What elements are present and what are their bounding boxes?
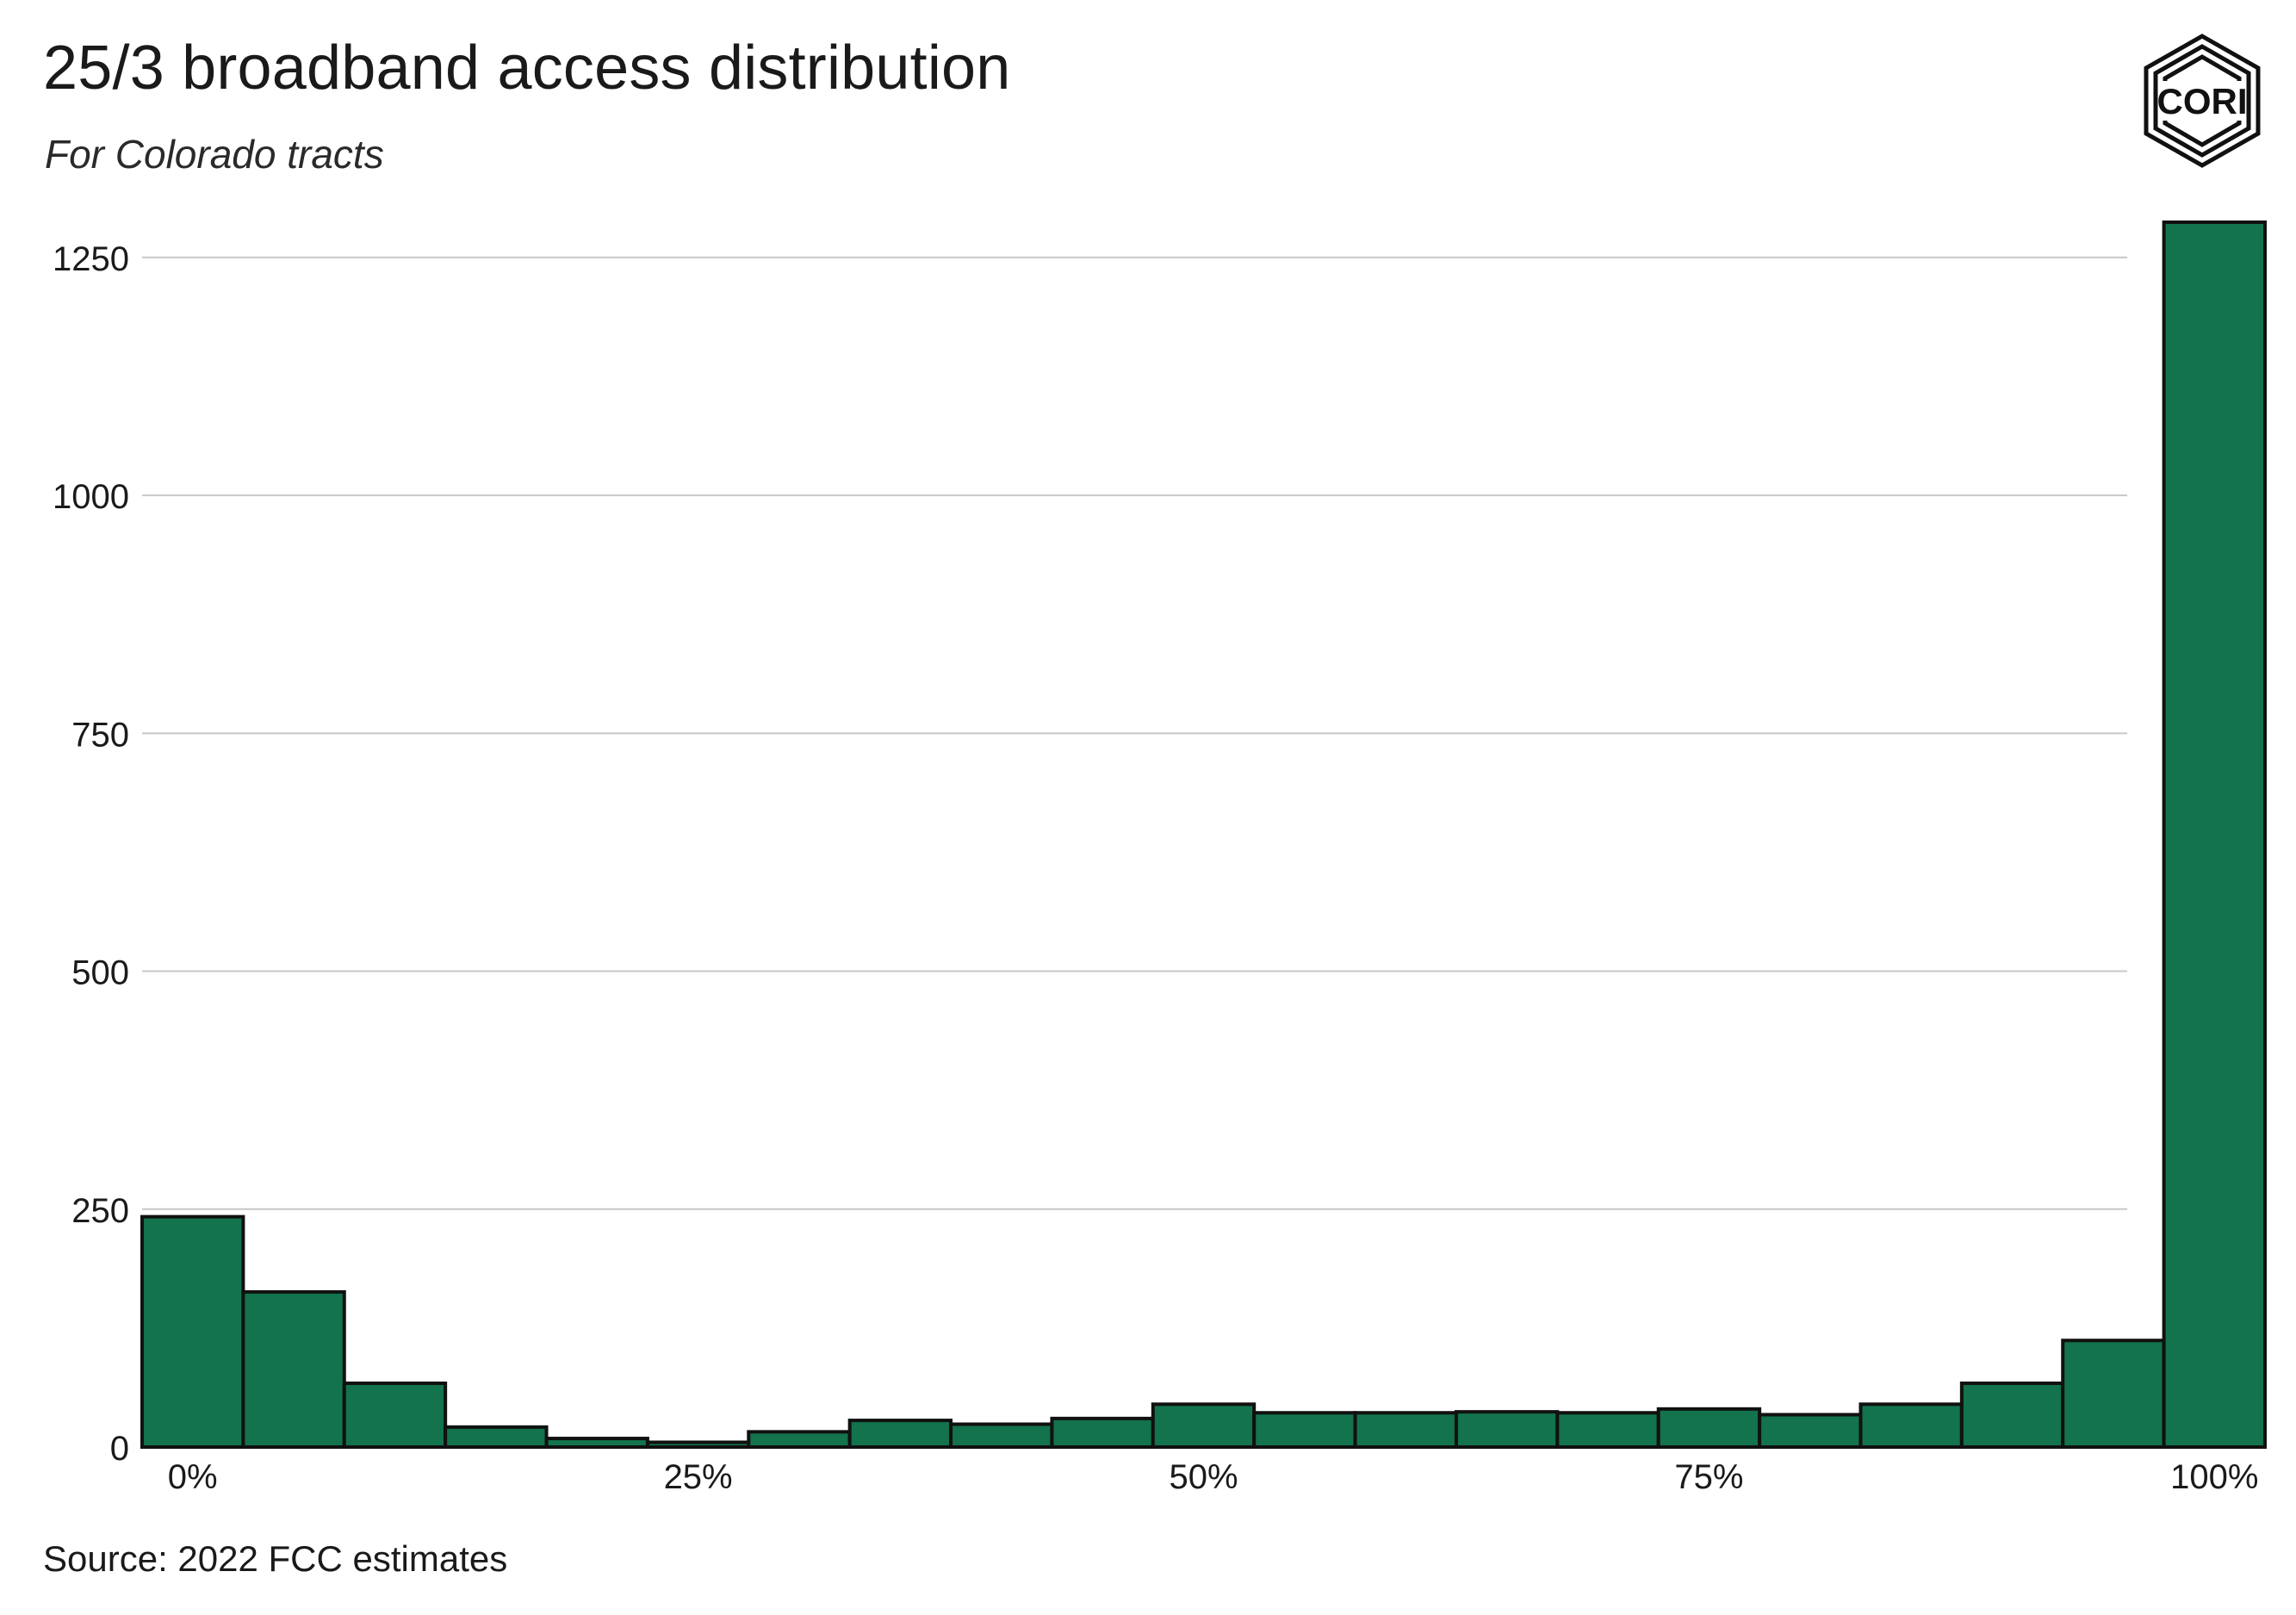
- bar: [444, 1425, 549, 1450]
- y-tick-label: 1250: [53, 240, 129, 278]
- bar: [1151, 1402, 1257, 1449]
- x-tick-label: 100%: [2170, 1458, 2258, 1496]
- cori-logo-icon: CORI: [2141, 33, 2263, 169]
- y-tick-label: 750: [71, 716, 129, 754]
- bar: [1656, 1407, 1762, 1450]
- logo-text: CORI: [2157, 81, 2248, 121]
- chart-subtitle: For Colorado tracts: [45, 132, 384, 177]
- y-tick-label: 0: [110, 1430, 129, 1468]
- bar: [747, 1430, 852, 1449]
- bar: [140, 1214, 245, 1449]
- grid-lines: [142, 256, 2127, 1210]
- y-tick-label: 250: [71, 1192, 129, 1230]
- x-tick-label: 75%: [1674, 1458, 1743, 1496]
- source-note: Source: 2022 FCC estimates: [43, 1538, 508, 1579]
- bar: [241, 1289, 346, 1449]
- y-axis-ticks: 0 250 500 750 1000 1250: [53, 240, 129, 1468]
- bar: [645, 1440, 751, 1449]
- bar: [2061, 1339, 2166, 1449]
- bar: [1353, 1411, 1458, 1449]
- bar: [1454, 1410, 1560, 1450]
- bar: [949, 1422, 1054, 1450]
- x-tick-label: 25%: [664, 1458, 733, 1496]
- bar: [1050, 1416, 1155, 1450]
- x-tick-label: 0%: [168, 1458, 218, 1496]
- x-tick-label: 50%: [1169, 1458, 1238, 1496]
- y-tick-label: 1000: [53, 478, 129, 516]
- chart-title: 25/3 broadband access distribution: [43, 34, 1011, 102]
- bar: [1859, 1402, 1964, 1449]
- bar: [544, 1437, 649, 1449]
- bar: [1555, 1411, 1660, 1449]
- bar: [342, 1381, 448, 1450]
- bar: [2162, 221, 2268, 1449]
- x-axis-ticks: 0% 25% 50% 75% 100%: [168, 1458, 2259, 1496]
- y-tick-label: 500: [71, 954, 129, 992]
- bar: [847, 1419, 953, 1450]
- bar: [1252, 1411, 1357, 1449]
- bar: [1959, 1381, 2065, 1450]
- bars: [140, 221, 2268, 1450]
- bar: [1758, 1413, 1863, 1450]
